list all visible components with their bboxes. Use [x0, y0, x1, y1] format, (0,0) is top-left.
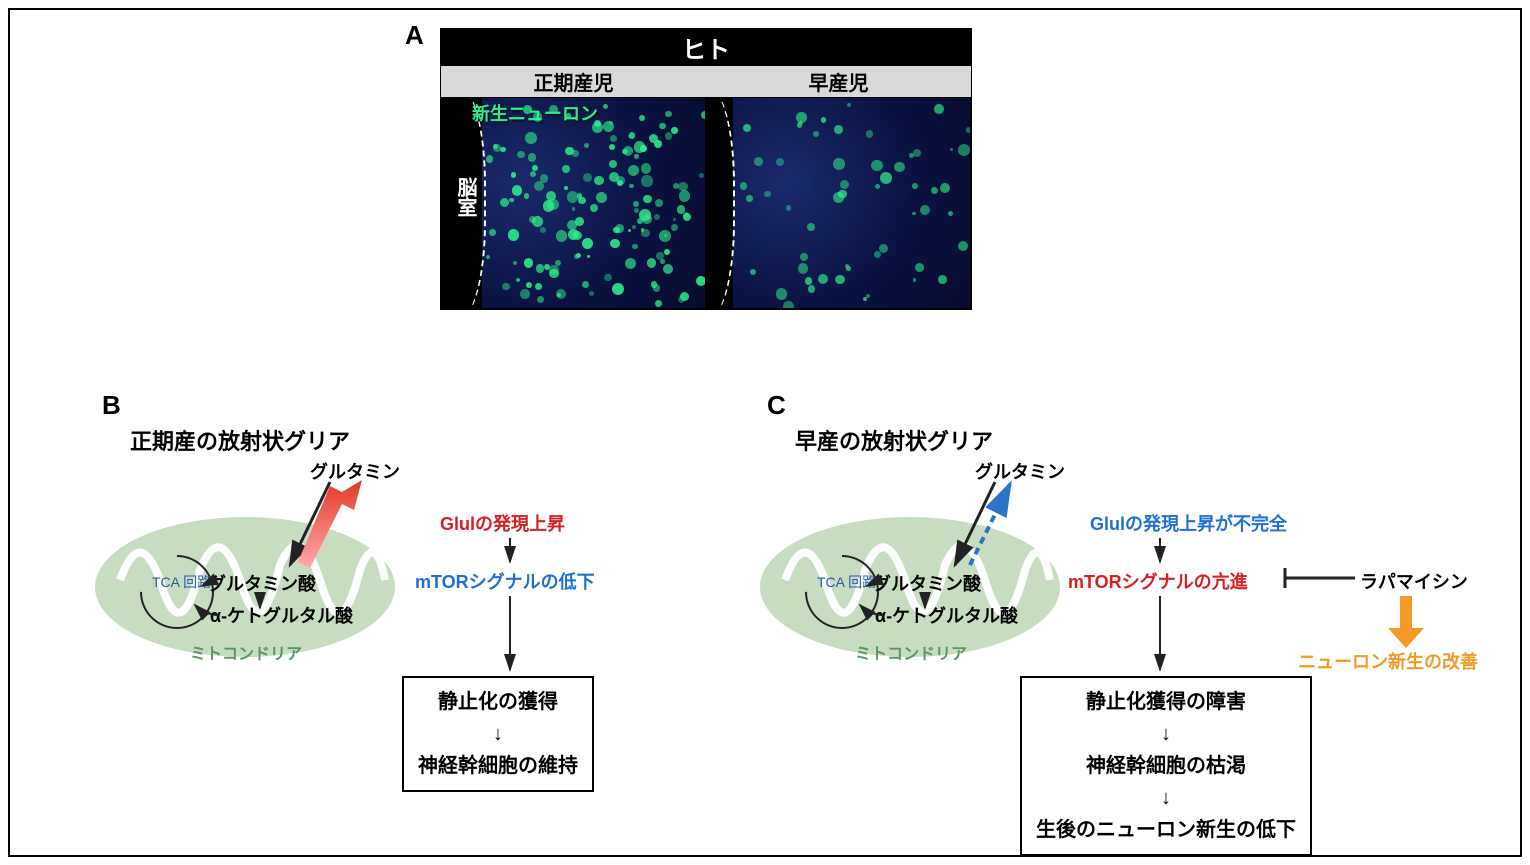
panel-b-title: 正期産の放射状グリア [130, 424, 350, 456]
rapamycin-label: ラパマイシン [1360, 568, 1468, 594]
header-sub-row: 正期産児 早産児 [441, 66, 971, 97]
down-arrow-c1: ↓ [1161, 723, 1171, 745]
akg-b: α-ケトグルタル酸 [210, 602, 353, 628]
header-human: ヒト [441, 29, 971, 66]
mito-label-c: ミトコンドリア [855, 640, 967, 664]
mtor-c: mTORシグナルの亢進 [1068, 568, 1248, 594]
down-arrow-c2: ↓ [1161, 787, 1171, 809]
glul-b: Glulの発現上昇 [440, 510, 565, 536]
mtor-b: mTORシグナルの低下 [415, 568, 595, 594]
micrograph-preterm [707, 98, 970, 308]
micrograph-row: 新生ニューロン [441, 97, 971, 309]
outcome-box-b: 静止化の獲得 ↓ 神経幹細胞の維持 [402, 676, 594, 792]
glutamine-b: グルタミン [310, 458, 400, 484]
glutamine-c: グルタミン [975, 458, 1065, 484]
dashed-border-left [442, 98, 486, 308]
outcome-b-1: 静止化の獲得 [438, 691, 558, 713]
mito-label-b: ミトコンドリア [190, 640, 302, 664]
panel-b-label: B [102, 390, 121, 421]
improvement-label: ニューロン新生の改善 [1298, 648, 1478, 674]
glutamate-b: グルタミン酸 [208, 570, 316, 596]
akg-c: α-ケトグルタル酸 [875, 602, 1018, 628]
micrograph-fullterm: 新生ニューロン [442, 98, 705, 308]
panel-a-label: A [405, 20, 424, 51]
panel-c-label: C [767, 390, 786, 421]
outcome-c-2: 神経幹細胞の枯渇 [1086, 755, 1246, 777]
down-arrow-b: ↓ [493, 723, 503, 745]
header-fullterm: 正期産児 [441, 66, 706, 97]
panel-a-images: ヒト 正期産児 早産児 新生ニューロン 脳室 [440, 28, 972, 310]
outcome-b-2: 神経幹細胞の維持 [418, 755, 578, 777]
panel-c-title: 早産の放射状グリア [795, 424, 993, 456]
figure-frame: A ヒト 正期産児 早産児 新生ニューロン 脳室 B 正期 [8, 8, 1522, 857]
outcome-box-c: 静止化獲得の障害 ↓ 神経幹細胞の枯渇 ↓ 生後のニューロン新生の低下 [1020, 676, 1312, 856]
tca-label-b: TCA 回路 [152, 575, 211, 590]
glutamate-c: グルタミン酸 [873, 570, 981, 596]
glul-c: Glulの発現上昇が不完全 [1090, 510, 1287, 536]
header-preterm: 早産児 [706, 66, 971, 97]
tca-label-c: TCA 回路 [817, 575, 876, 590]
outcome-c-1: 静止化獲得の障害 [1086, 691, 1246, 713]
outcome-c-3: 生後のニューロン新生の低下 [1036, 819, 1296, 841]
